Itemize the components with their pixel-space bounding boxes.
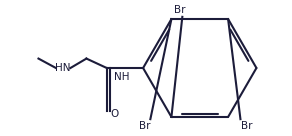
Text: Br: Br	[174, 5, 185, 15]
Text: Br: Br	[139, 121, 150, 131]
Text: Br: Br	[241, 121, 252, 131]
Text: O: O	[110, 109, 118, 119]
Text: HN: HN	[55, 63, 71, 73]
Text: NH: NH	[114, 72, 130, 82]
